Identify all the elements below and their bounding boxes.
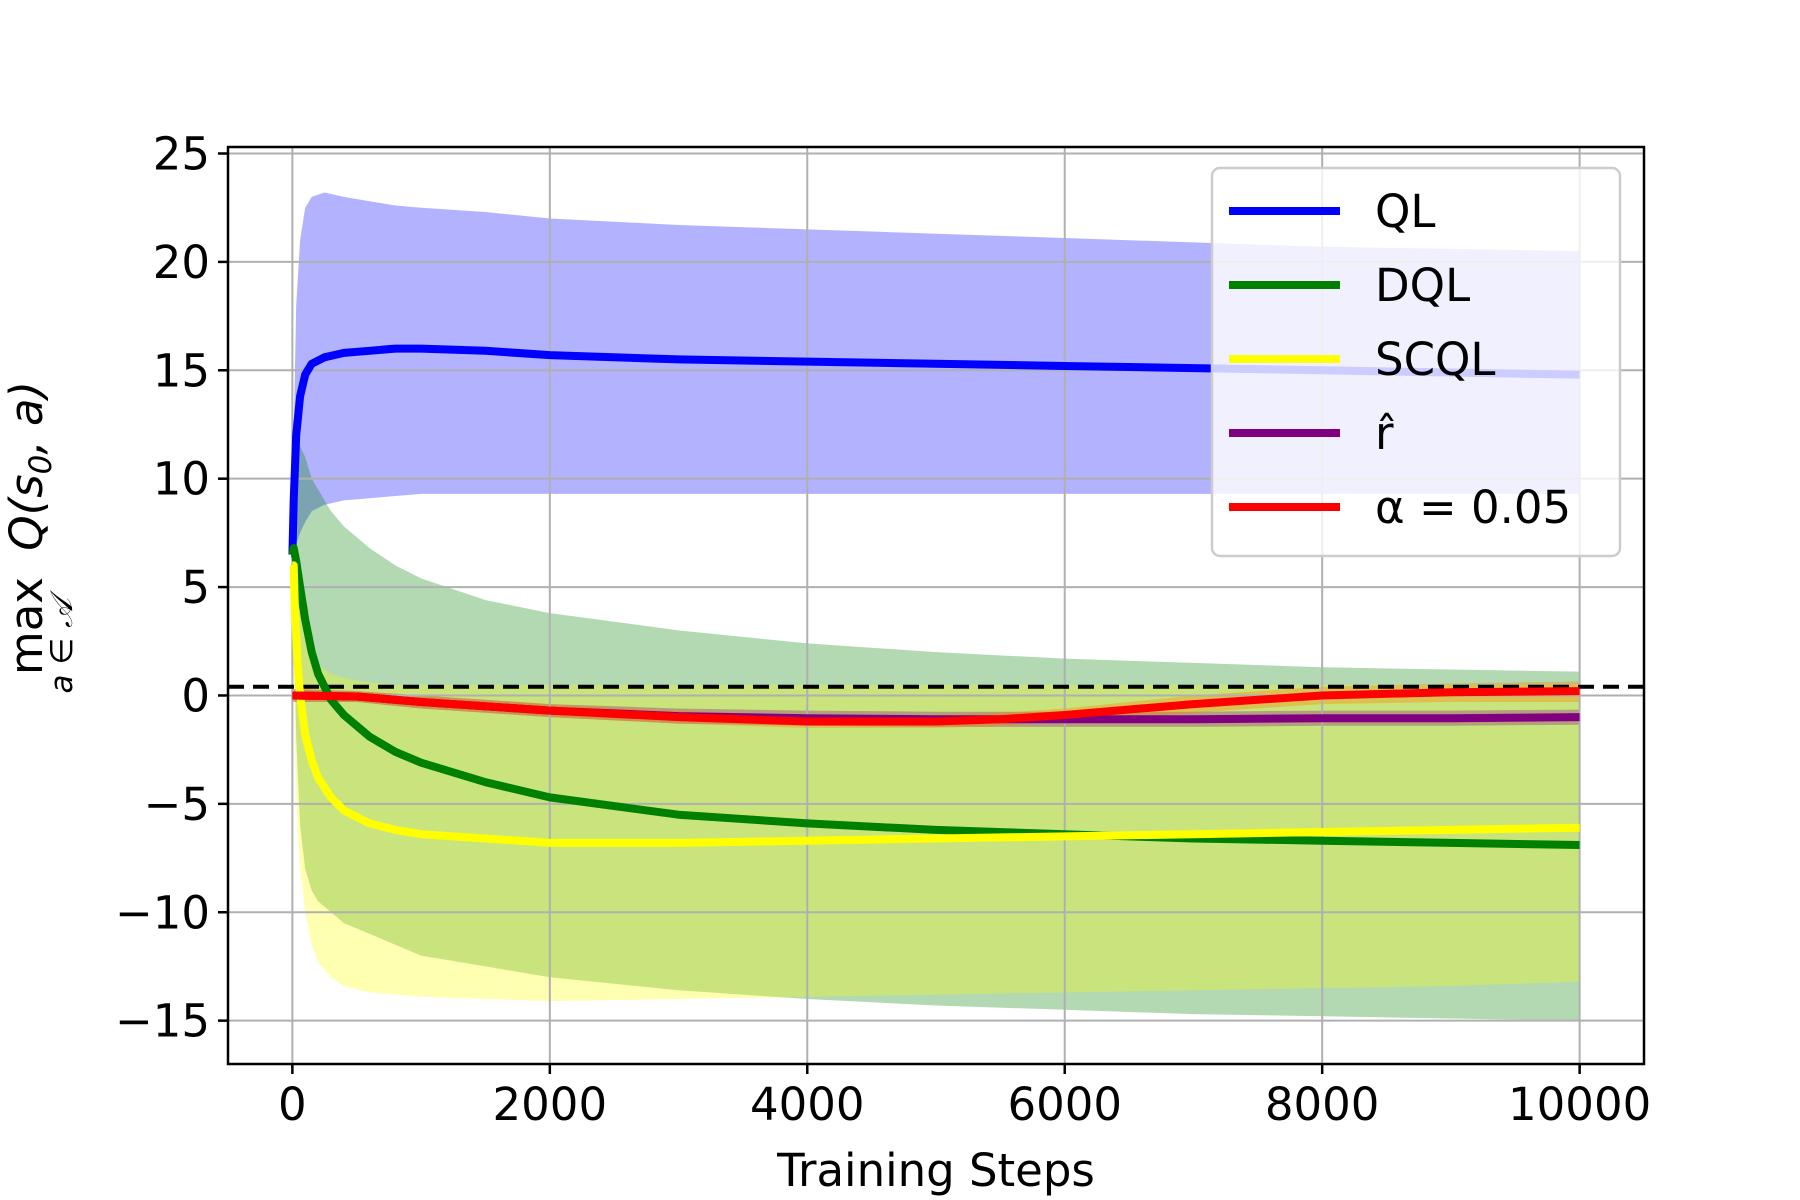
legend: QL DQL SCQL r̂ α = 0.05 (1210, 166, 1622, 558)
x-axis-title: Training Steps (776, 1144, 1095, 1197)
legend-label-dql-1: DQL (1375, 259, 1470, 312)
x-tick-label-4000: 4000 (750, 1078, 865, 1131)
band-dql-1 (292, 446, 1580, 1021)
x-tick-label-6000: 6000 (1007, 1078, 1122, 1131)
y-axis-ticks: −15 −10 −5 0 5 10 15 20 25 (115, 128, 228, 1048)
y-axis-title-max: max (0, 577, 53, 675)
y-tick-label-15: 15 (153, 344, 210, 397)
x-tick-label-8000: 8000 (1265, 1078, 1380, 1131)
legend-label-0-05-4: α = 0.05 (1375, 481, 1571, 534)
y-tick-label-25: 25 (153, 128, 210, 181)
series-line-scql-2 (289, 561, 1580, 847)
y-axis-title-expr: Q(s (0, 474, 53, 550)
y-tick-label-5: 5 (181, 561, 210, 614)
series-line-0-05-4 (292, 687, 1580, 726)
legend-box (1210, 166, 1622, 558)
x-axis-ticks: 0 2000 4000 6000 8000 10000 (278, 1064, 1651, 1131)
band-scql-2 (292, 543, 1580, 1002)
plot-frame (226, 145, 1646, 1066)
y-axis-title: max Q(s0, a) a ∈ 𝒜 (0, 381, 80, 694)
series-line-ql-0 (288, 344, 1580, 555)
y-tick-label-20: 20 (153, 236, 210, 289)
y-axis-title-expr-end: , a) (0, 381, 53, 455)
legend-label-r-3: r̂ (1375, 407, 1394, 460)
y-axis-title-subscript: 0 (23, 455, 59, 475)
series-lines (288, 344, 1580, 849)
y-tick-label--10: −10 (115, 886, 210, 939)
y-axis-title-under: a ∈ 𝒜 (44, 590, 80, 694)
svg-text:max Q(s0, a): max Q(s0, a) (0, 381, 59, 675)
y-tick-label-0: 0 (181, 669, 210, 722)
legend-label-scql-2: SCQL (1375, 333, 1495, 386)
x-tick-label-0: 0 (278, 1078, 307, 1131)
x-tick-label-10000: 10000 (1508, 1078, 1651, 1131)
x-tick-label-2000: 2000 (493, 1078, 608, 1131)
y-tick-label--15: −15 (115, 995, 210, 1048)
legend-label-ql-0: QL (1375, 185, 1436, 238)
y-tick-label--5: −5 (144, 778, 210, 831)
y-tick-label-10: 10 (153, 453, 210, 506)
